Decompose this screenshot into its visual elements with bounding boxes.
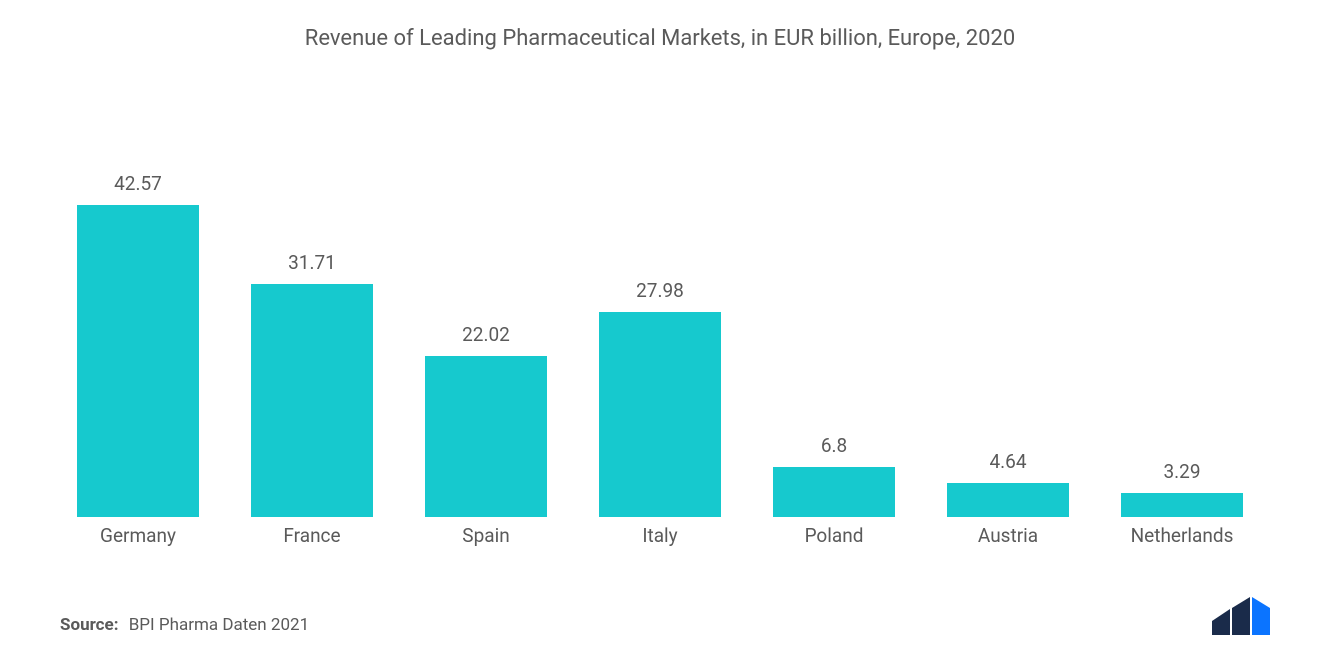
category-label: Italy xyxy=(582,524,738,547)
chart-footer: Source: BPI Pharma Daten 2021 xyxy=(40,597,1280,635)
chart-container: Revenue of Leading Pharmaceutical Market… xyxy=(0,0,1320,665)
source-label: Source: xyxy=(60,615,118,635)
bar xyxy=(773,467,895,517)
bar xyxy=(947,483,1069,517)
category-label: Spain xyxy=(408,524,564,547)
bar-group: 22.02 xyxy=(408,323,564,517)
bar-value-label: 31.71 xyxy=(288,251,336,274)
bar-group: 3.29 xyxy=(1104,460,1260,517)
category-labels-row: Germany France Spain Italy Poland Austria Neth… xyxy=(40,524,1280,547)
bar-value-label: 42.57 xyxy=(114,172,162,195)
bar-group: 27.98 xyxy=(582,279,738,517)
bar-group: 6.8 xyxy=(756,434,912,517)
bar-group: 42.57 xyxy=(60,172,216,517)
brand-logo-icon xyxy=(1212,597,1270,635)
chart-title: Revenue of Leading Pharmaceutical Market… xyxy=(40,26,1280,51)
category-label: Germany xyxy=(60,524,216,547)
bar-value-label: 3.29 xyxy=(1163,460,1200,483)
bar xyxy=(599,312,721,517)
plot-area: 42.57 31.71 22.02 27.98 6.8 4.64 3.29 xyxy=(40,111,1280,518)
category-label: Poland xyxy=(756,524,912,547)
bar-value-label: 6.8 xyxy=(821,434,847,457)
category-label: Netherlands xyxy=(1104,524,1260,547)
bar-value-label: 4.64 xyxy=(989,450,1026,473)
bar xyxy=(1121,493,1243,517)
bar-value-label: 27.98 xyxy=(636,279,684,302)
category-label: France xyxy=(234,524,390,547)
source-text: BPI Pharma Daten 2021 xyxy=(129,615,309,635)
bar-value-label: 22.02 xyxy=(462,323,510,346)
bar xyxy=(77,205,199,517)
bar xyxy=(425,356,547,517)
bar xyxy=(251,284,373,517)
bar-group: 4.64 xyxy=(930,450,1086,517)
category-label: Austria xyxy=(930,524,1086,547)
bar-group: 31.71 xyxy=(234,251,390,517)
source-citation: Source: BPI Pharma Daten 2021 xyxy=(60,615,309,635)
